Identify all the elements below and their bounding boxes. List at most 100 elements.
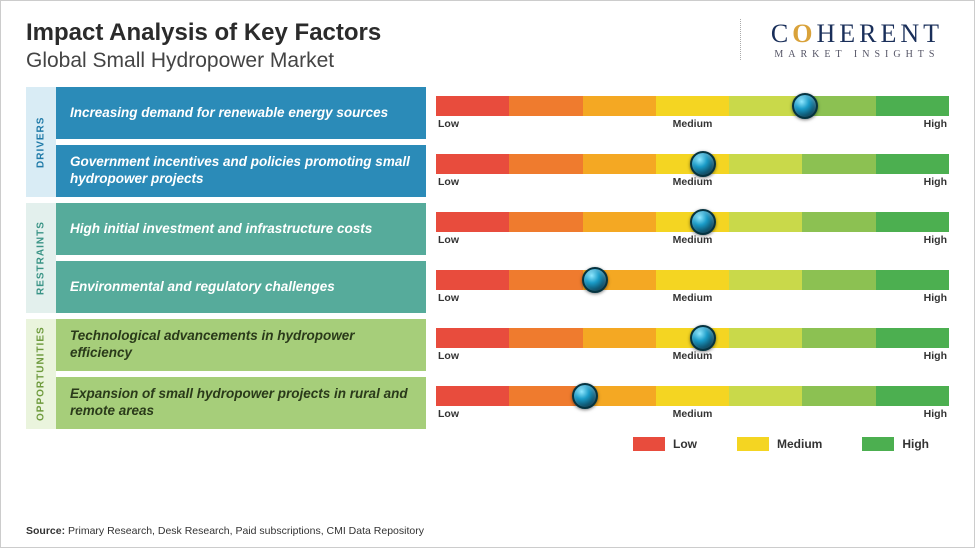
scale-segment (876, 96, 949, 116)
scale-segment (656, 386, 729, 406)
scale-segment (436, 328, 509, 348)
factor-sections: DRIVERSIncreasing demand for renewable e… (26, 87, 949, 429)
scale-segment (802, 212, 875, 232)
scale-wrap: LowMediumHigh (436, 261, 949, 313)
scale-segment (436, 386, 509, 406)
scale-label-mid: Medium (673, 234, 713, 246)
subtitle: Global Small Hydropower Market (26, 49, 381, 73)
scale-label-high: High (924, 234, 947, 246)
legend-label: Low (673, 437, 697, 451)
factor-label: Increasing demand for renewable energy s… (56, 87, 426, 139)
factor-row: Expansion of small hydropower projects i… (56, 377, 949, 429)
scale-wrap: LowMediumHigh (436, 87, 949, 139)
category-rows: Increasing demand for renewable energy s… (56, 87, 949, 197)
scale-segment (876, 328, 949, 348)
impact-scale (436, 386, 949, 406)
scale-segment (509, 270, 582, 290)
scale-segment (729, 328, 802, 348)
scale-label-mid: Medium (673, 350, 713, 362)
source-line: Source: Primary Research, Desk Research,… (26, 525, 424, 537)
scale-segment (509, 96, 582, 116)
main-title: Impact Analysis of Key Factors (26, 19, 381, 47)
legend-item: Low (633, 437, 697, 451)
factor-label: Expansion of small hydropower projects i… (56, 377, 426, 429)
scale-segment (509, 212, 582, 232)
impact-marker (572, 383, 598, 409)
factor-row: High initial investment and infrastructu… (56, 203, 949, 255)
scale-label-high: High (924, 176, 947, 188)
brand-logo: COHERENT MARKET INSIGHTS (740, 19, 949, 60)
title-block: Impact Analysis of Key Factors Global Sm… (26, 19, 381, 73)
scale-label-mid: Medium (673, 118, 713, 130)
impact-marker (792, 93, 818, 119)
impact-marker (690, 151, 716, 177)
logo-sub: MARKET INSIGHTS (771, 49, 943, 60)
scale-labels: Low Medium High (436, 350, 949, 362)
scale-wrap: Low Medium High (436, 145, 949, 197)
impact-marker (582, 267, 608, 293)
scale-segment (876, 270, 949, 290)
category-rows: Technological advancements in hydropower… (56, 319, 949, 429)
logo-main: COHERENT (771, 19, 943, 49)
scale-segment (802, 154, 875, 174)
scale-label-low: Low (438, 234, 459, 246)
header: Impact Analysis of Key Factors Global Sm… (26, 19, 949, 73)
scale-label-mid: Medium (673, 176, 713, 188)
category-section: RESTRAINTSHigh initial investment and in… (26, 203, 949, 313)
scale-label-low: Low (438, 176, 459, 188)
scale-segment (729, 212, 802, 232)
scale-wrap: Low Medium High (436, 203, 949, 255)
factor-row: Technological advancements in hydropower… (56, 319, 949, 371)
impact-marker (690, 209, 716, 235)
scale-label-low: Low (438, 350, 459, 362)
scale-segment (876, 154, 949, 174)
factor-label: Technological advancements in hydropower… (56, 319, 426, 371)
legend-swatch (862, 437, 894, 451)
category-tab: OPPORTUNITIES (26, 319, 56, 429)
scale-labels: LowMediumHigh (436, 408, 949, 420)
category-rows: High initial investment and infrastructu… (56, 203, 949, 313)
source-prefix: Source: (26, 525, 65, 537)
factor-label: Environmental and regulatory challenges (56, 261, 426, 313)
scale-segment (436, 212, 509, 232)
scale-segment (583, 96, 656, 116)
factor-label: High initial investment and infrastructu… (56, 203, 426, 255)
factor-label: Government incentives and policies promo… (56, 145, 426, 197)
scale-label-high: High (924, 292, 947, 304)
scale-segment (802, 328, 875, 348)
scale-segment (436, 96, 509, 116)
legend-swatch (737, 437, 769, 451)
impact-scale (436, 212, 949, 232)
scale-segment (583, 328, 656, 348)
factor-row: Government incentives and policies promo… (56, 145, 949, 197)
scale-wrap: LowMediumHigh (436, 377, 949, 429)
scale-segment (729, 154, 802, 174)
scale-label-low: Low (438, 292, 459, 304)
scale-segment (656, 270, 729, 290)
scale-labels: Low Medium High (436, 234, 949, 246)
scale-segment (509, 154, 582, 174)
scale-wrap: Low Medium High (436, 319, 949, 371)
scale-label-high: High (924, 350, 947, 362)
scale-labels: Low Medium High (436, 176, 949, 188)
scale-segment (729, 386, 802, 406)
category-section: DRIVERSIncreasing demand for renewable e… (26, 87, 949, 197)
scale-segment (729, 270, 802, 290)
legend-label: Medium (777, 437, 822, 451)
category-tab: RESTRAINTS (26, 203, 56, 313)
factor-row: Increasing demand for renewable energy s… (56, 87, 949, 139)
legend-swatch (633, 437, 665, 451)
scale-segment (802, 270, 875, 290)
scale-label-low: Low (438, 118, 459, 130)
scale-segment (583, 212, 656, 232)
category-section: OPPORTUNITIESTechnological advancements … (26, 319, 949, 429)
category-tab: DRIVERS (26, 87, 56, 197)
scale-labels: LowMediumHigh (436, 292, 949, 304)
scale-labels: LowMediumHigh (436, 118, 949, 130)
legend: Low Medium High (26, 437, 949, 451)
legend-item: Medium (737, 437, 822, 451)
legend-item: High (862, 437, 929, 451)
scale-segment (876, 386, 949, 406)
scale-segment (436, 154, 509, 174)
scale-segment (509, 328, 582, 348)
